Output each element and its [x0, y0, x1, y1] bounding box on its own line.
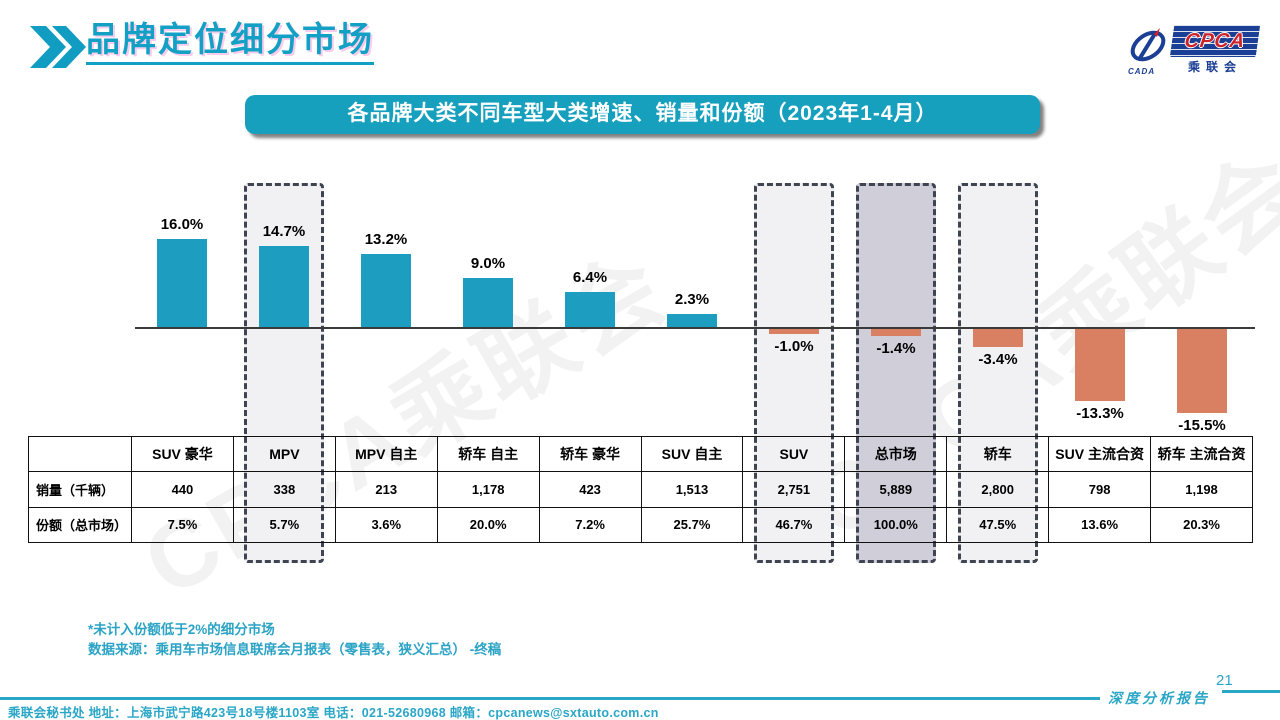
- bar-value-label: 2.3%: [674, 291, 710, 309]
- bar: [361, 254, 411, 327]
- row-label-cell: 销量（千辆）: [28, 471, 132, 508]
- bar-value-label: -13.3%: [1076, 405, 1124, 423]
- table-cell: 440: [131, 471, 234, 508]
- table-cell: 423: [538, 471, 642, 508]
- table-header-cell: 轿车 主流合资: [1150, 435, 1253, 473]
- table-cell: 3.6%: [334, 506, 438, 544]
- report-type-label: 深度分析报告: [1108, 692, 1210, 707]
- bar-value-label: -3.4%: [978, 350, 1018, 368]
- table-header-cell: 总市场: [844, 435, 948, 473]
- footnotes: *未计入份额低于2%的细分市场 数据来源：乘用车市场信息联席会月报表（零售表，狭…: [88, 620, 501, 660]
- table-cell: 7.2%: [538, 506, 642, 544]
- cada-emblem-icon: CADA: [1126, 24, 1170, 76]
- bar: [769, 328, 819, 334]
- data-table: SUV 豪华 MPV MPV 自主 轿车 自主 轿车 豪华 SUV 自主 SUV 总市场 轿车 S…: [28, 435, 1253, 544]
- table-header-cell: SUV: [742, 435, 846, 473]
- bar: [157, 239, 207, 327]
- footer-divider: [0, 697, 1100, 700]
- bar: [1075, 328, 1125, 402]
- table-cell: 5,889: [844, 471, 948, 508]
- table-cell: 100.0%: [844, 506, 948, 544]
- table-cell: 213: [334, 471, 438, 508]
- bar: [667, 314, 717, 327]
- table-row: 份额（总市场） 7.5% 5.7% 3.6% 20.0% 7.2% 25.7% 46.7% 10…: [28, 506, 1253, 544]
- bar: [565, 291, 615, 327]
- table-cell: 13.6%: [1048, 506, 1152, 544]
- table-cell: 20.3%: [1150, 506, 1253, 544]
- page-number: 21: [1216, 672, 1233, 689]
- footnote-line: 数据来源：乘用车市场信息联席会月报表（零售表，狭义汇总） -终稿: [88, 642, 502, 657]
- table-row: 销量（千辆） 440 338 213 1,178 423 1,513 2,751 5,889 2,…: [28, 471, 1253, 508]
- table-cell: 47.5%: [946, 506, 1050, 544]
- table-cell: 25.7%: [640, 506, 744, 544]
- bar: [1177, 328, 1227, 414]
- cpca-flag: CPCA 乘联会: [1169, 25, 1261, 75]
- table-cell: 1,198: [1150, 471, 1253, 508]
- table-row: SUV 豪华 MPV MPV 自主 轿车 自主 轿车 豪华 SUV 自主 SUV 总市场 轿车 S…: [28, 435, 1253, 473]
- table-cell: 338: [232, 471, 336, 508]
- table-header-cell: MPV: [232, 435, 336, 473]
- contact-info: 乘联会秘书处 地址：上海市武宁路423号18号楼1103室 电话：021-526…: [8, 706, 659, 720]
- cada-text: CADA: [1128, 67, 1156, 76]
- bar: [463, 277, 513, 327]
- table-header-cell: 轿车 自主: [436, 435, 540, 473]
- row-label-cell: [28, 435, 132, 473]
- bar: [871, 328, 921, 336]
- footnote-line: *未计入份额低于2%的细分市场: [88, 622, 275, 637]
- cpca-logo: CADA CPCA 乘联会: [1126, 24, 1261, 76]
- footer-divider-right: [1222, 690, 1280, 693]
- table-header-cell: 轿车: [946, 435, 1050, 473]
- bar-value-label: 9.0%: [470, 254, 506, 272]
- table-cell: 1,178: [436, 471, 540, 508]
- table-cell: 2,751: [742, 471, 846, 508]
- row-label-cell: 份额（总市场）: [28, 506, 132, 544]
- table-header-cell: SUV 主流合资: [1048, 435, 1152, 473]
- bar-value-label: 16.0%: [160, 216, 204, 233]
- bar-value-label: -1.0%: [774, 337, 814, 355]
- table-cell: 7.5%: [131, 506, 234, 544]
- bar-value-label: 6.4%: [572, 268, 608, 286]
- double-chevron-icon: [30, 26, 86, 68]
- bar: [259, 246, 309, 327]
- table-cell: 798: [1048, 471, 1152, 508]
- table-cell: 1,513: [640, 471, 744, 508]
- cpca-chinese-text: 乘联会: [1187, 60, 1242, 74]
- bar: [973, 328, 1023, 347]
- header: 品牌定位细分市场: [30, 21, 374, 68]
- table-cell: 20.0%: [436, 506, 540, 544]
- x-axis-line: [135, 327, 1255, 329]
- table-cell: 46.7%: [742, 506, 846, 544]
- page-title: 品牌定位细分市场: [86, 21, 374, 66]
- table-header-cell: SUV 自主: [640, 435, 744, 473]
- chart-title-banner: 各品牌大类不同车型大类增速、销量和份额（2023年1-4月）: [245, 95, 1040, 134]
- table-cell: 5.7%: [232, 506, 336, 544]
- table-header-cell: MPV 自主: [334, 435, 438, 473]
- bar-value-label: -15.5%: [1178, 417, 1226, 435]
- table-header-cell: 轿车 豪华: [538, 435, 642, 473]
- table-cell: 2,800: [946, 471, 1050, 508]
- bar-value-label: 14.7%: [262, 223, 306, 241]
- bar-value-label: -1.4%: [876, 339, 916, 357]
- table-header-cell: SUV 豪华: [131, 435, 234, 473]
- bar-value-label: 13.2%: [364, 231, 408, 249]
